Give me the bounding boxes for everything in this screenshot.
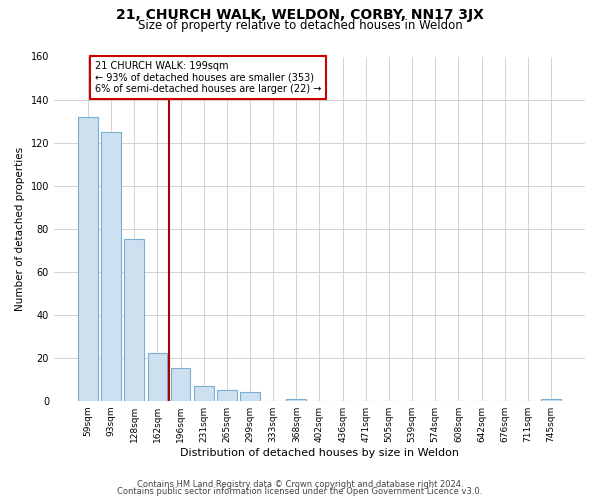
Bar (194, 386, 214, 400)
Text: 21, CHURCH WALK, WELDON, CORBY, NN17 3JX: 21, CHURCH WALK, WELDON, CORBY, NN17 3JX (116, 8, 484, 22)
Bar (148, 354, 167, 401)
Bar (101, 132, 121, 400)
Text: Size of property relative to detached houses in Weldon: Size of property relative to detached ho… (137, 19, 463, 32)
Bar (541, 398, 561, 400)
Bar (124, 240, 144, 400)
Bar (217, 390, 236, 400)
X-axis label: Distribution of detached houses by size in Weldon: Distribution of detached houses by size … (180, 448, 459, 458)
Text: Contains HM Land Registry data © Crown copyright and database right 2024.: Contains HM Land Registry data © Crown c… (137, 480, 463, 489)
Bar (240, 392, 260, 400)
Bar (286, 398, 306, 400)
Text: Contains public sector information licensed under the Open Government Licence v3: Contains public sector information licen… (118, 487, 482, 496)
Bar (170, 368, 190, 400)
Bar (78, 116, 98, 401)
Y-axis label: Number of detached properties: Number of detached properties (15, 146, 25, 310)
Text: 21 CHURCH WALK: 199sqm
← 93% of detached houses are smaller (353)
6% of semi-det: 21 CHURCH WALK: 199sqm ← 93% of detached… (95, 61, 321, 94)
